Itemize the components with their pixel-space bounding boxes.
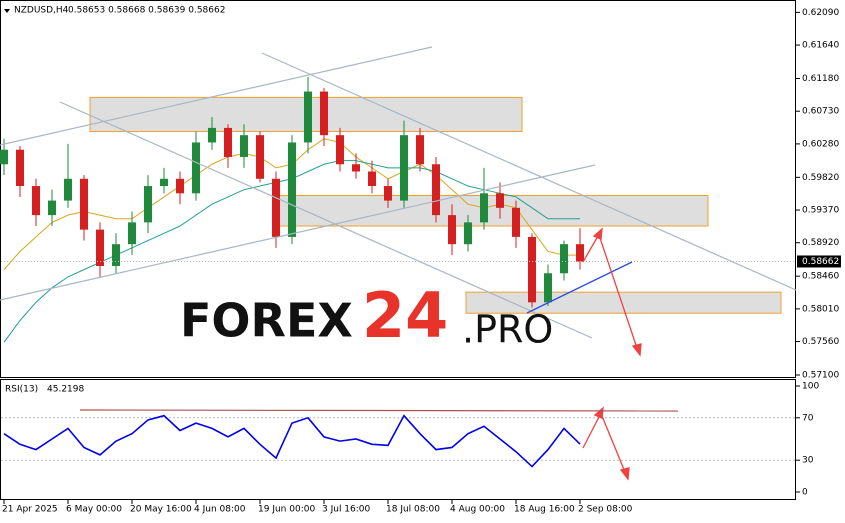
watermark-accent: 24	[362, 279, 448, 352]
arrow-head	[592, 227, 603, 240]
y-tick-label: 0.61640	[802, 41, 839, 51]
candle-body	[480, 193, 488, 223]
arrow-head	[619, 467, 630, 481]
watermark-main: FOREX	[180, 294, 353, 348]
candle-body	[144, 186, 152, 223]
candle-body	[272, 178, 280, 237]
rsi-tick-label: 30	[802, 456, 814, 466]
candle-body	[240, 135, 248, 157]
arrow	[599, 237, 638, 349]
candle-body	[336, 135, 344, 165]
x-tick-label: 21 Apr 2025	[2, 505, 58, 515]
candle-body	[112, 244, 120, 266]
y-tick-label: 0.57100	[802, 371, 839, 381]
x-tick-label: 4 Aug 00:00	[450, 505, 505, 515]
menu-icon	[4, 9, 10, 13]
candle-body	[16, 149, 24, 187]
candle-body	[96, 229, 104, 266]
trendline	[0, 164, 596, 301]
candle-body	[160, 178, 168, 187]
y-tick-label: 0.58460	[802, 272, 839, 282]
watermark-suffix: .PRO	[462, 308, 553, 352]
candle-body	[544, 273, 552, 303]
y-tick-label: 0.58010	[802, 304, 839, 314]
candle-body	[528, 236, 536, 303]
x-tick-label: 3 Jul 16:00	[322, 505, 371, 515]
candle-body	[368, 171, 376, 187]
x-tick-label: 2 Sep 08:00	[578, 505, 633, 515]
y-tick-label: 0.60730	[802, 107, 839, 117]
candle-body	[80, 178, 88, 230]
rsi-line	[3, 414, 581, 468]
trendline	[0, 46, 433, 146]
x-tick-label: 19 Jun 00:00	[258, 505, 315, 515]
candle-body	[0, 149, 8, 165]
candle-body	[64, 178, 72, 201]
last-price-box	[797, 255, 841, 268]
arrow	[601, 415, 626, 473]
rsi-name: RSI(13)	[5, 385, 38, 395]
y-tick-label: 0.61180	[802, 74, 839, 84]
trendline	[261, 52, 797, 291]
candle-body	[512, 207, 520, 237]
forecast-arrows	[582, 227, 642, 481]
candle-body	[208, 127, 216, 143]
quote: 0.58653 0.58668 0.58639 0.58662	[68, 6, 225, 16]
rsi-value: 45.2198	[47, 385, 84, 395]
x-tick-label: 4 Jun 08:00	[194, 505, 246, 515]
candle-body	[432, 164, 440, 216]
candle-body	[320, 91, 328, 136]
support-line	[526, 261, 633, 314]
candle-body	[224, 127, 232, 157]
candle-body	[384, 186, 392, 201]
x-tick-label: 18 Jul 08:00	[386, 505, 440, 515]
x-tick-label: 18 Aug 16:00	[514, 505, 575, 515]
candle-body	[352, 164, 360, 172]
x-tick-label: 6 May 00:00	[66, 505, 122, 515]
y-tick-label: 0.58920	[802, 238, 839, 248]
candle-body	[128, 222, 136, 245]
rsi-panel	[0, 379, 796, 500]
arrow-head	[631, 343, 642, 357]
candle-body	[576, 244, 584, 262]
arrow	[582, 235, 599, 263]
y-tick-label: 0.62090	[802, 8, 839, 18]
trendlines	[0, 46, 797, 339]
y-tick-label: 0.57560	[802, 337, 839, 347]
candle-body	[416, 135, 424, 165]
rsi-tick-label: 100	[802, 382, 819, 392]
candle-body	[560, 244, 568, 274]
rsi-resistance	[79, 409, 679, 412]
candle-body	[176, 178, 184, 194]
candle-body	[192, 142, 200, 194]
symbol: NZDUSD,H4	[14, 6, 69, 16]
y-tick-label: 0.59370	[802, 206, 839, 216]
rsi-tick-label: 70	[802, 413, 814, 423]
candle-body	[448, 215, 456, 245]
x-tick-label: 20 May 16:00	[130, 505, 192, 515]
watermark: FOREX 24 .PRO	[180, 279, 553, 352]
candle-body	[464, 222, 472, 245]
candle-body	[256, 135, 264, 179]
price-panel	[0, 0, 796, 378]
zone	[277, 194, 709, 227]
candle-body	[288, 142, 296, 237]
candle-body	[400, 135, 408, 201]
plot: 0.62090 0.61640 0.61180 0.60730 0.60280 0.598…	[0, 8, 841, 515]
candle-body	[496, 193, 504, 208]
candle-body	[48, 200, 56, 216]
last-price-label: 0.58662	[802, 257, 839, 267]
y-tick-label: 0.60280	[802, 139, 839, 149]
arrow	[582, 414, 601, 449]
y-tick-label: 0.59820	[802, 173, 839, 183]
rsi-tick-label: 0	[802, 488, 808, 498]
trendline	[59, 101, 593, 339]
candle-body	[304, 91, 312, 143]
candle-body	[32, 186, 40, 216]
